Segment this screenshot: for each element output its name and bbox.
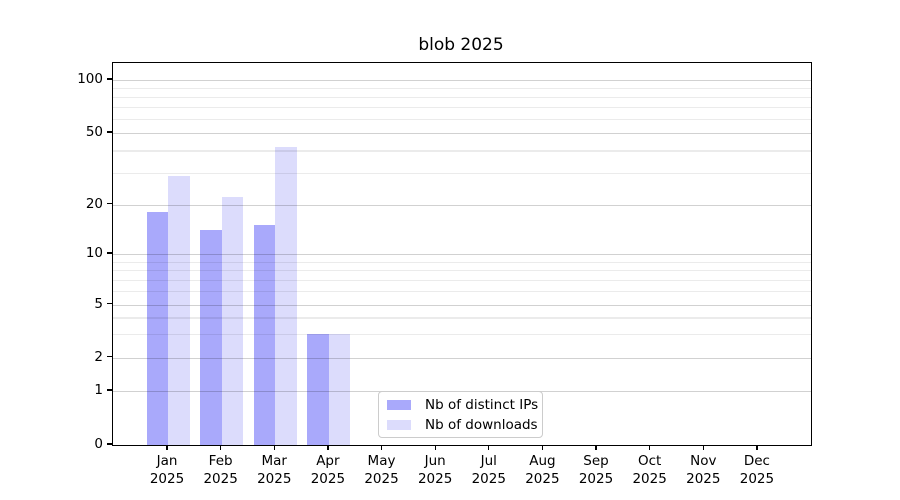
bar-feb-downloads [221,197,244,445]
x-tick-nov [702,445,704,450]
x-tick-month: Sep [583,453,609,469]
y-tick-20 [107,202,112,205]
bar-mar-downloads [275,146,297,445]
x-tick-month: Aug [529,453,556,469]
legend: Nb of distinct IPs Nb of downloads [378,391,543,438]
x-tick-jun [434,445,436,450]
legend-label-distinct-ips: Nb of distinct IPs [425,396,539,413]
y-tick-2 [107,355,112,358]
x-tick-label-oct: Oct 2025 [620,452,680,488]
y-tick-0 [107,443,112,445]
x-tick-label-nov: Nov 2025 [673,452,733,488]
legend-row-distinct-ips: Nb of distinct IPs [379,395,542,415]
x-tick-may [380,445,383,450]
x-tick-year: 2025 [525,471,560,487]
bar-feb-distinct-ips [200,229,222,445]
x-tick-month: Jun [424,453,446,469]
bar-jan-downloads [168,175,190,445]
legend-swatch-distinct-ips [387,399,411,410]
x-tick-month: Feb [208,453,233,469]
gridline-minor-90 [113,88,811,90]
x-tick-month: Apr [316,453,340,469]
x-tick-label-jun: Jun 2025 [405,452,465,488]
x-tick-year: 2025 [310,471,346,487]
y-tick-1 [107,389,112,391]
x-tick-label-feb: Feb 2025 [191,452,251,488]
x-tick-month: May [367,453,396,469]
x-tick-label-mar: Mar 2025 [244,452,304,488]
y-tick-label-0: 0 [94,436,103,452]
y-tick-label-2: 2 [94,348,103,365]
gridline-major-100 [113,80,811,82]
x-tick-year: 2025 [364,471,399,487]
x-tick-label-sep: Sep 2025 [566,452,626,488]
x-tick-label-apr: Apr 2025 [298,452,358,488]
x-tick-label-jan: Jan 2025 [137,452,197,488]
x-tick-dec [756,445,758,450]
y-tick-5 [107,302,112,305]
gridline-major-20 [113,204,811,206]
legend-row-downloads: Nb of downloads [379,415,542,435]
y-tick-10 [107,252,112,254]
x-tick-month: Nov [690,453,717,469]
y-tick-100 [107,78,112,80]
gridline-major-50 [113,133,811,135]
bar-mar-distinct-ips [253,225,276,445]
x-tick-label-dec: Dec 2025 [727,452,787,488]
x-tick-year: 2025 [257,471,292,487]
x-tick-month: Mar [261,453,287,469]
gridline-minor-40 [113,150,811,152]
y-tick-label-50: 50 [85,124,103,140]
x-tick-mar [273,445,275,450]
gridline-minor-70 [113,107,811,109]
bar-jan-distinct-ips [146,212,168,445]
x-tick-label-jul: Jul 2025 [459,452,519,488]
x-tick-year: 2025 [632,471,667,487]
x-tick-oct [649,445,651,450]
chart-title: blob 2025 [418,35,504,55]
bar-apr-distinct-ips [307,334,329,445]
x-tick-year: 2025 [739,471,775,487]
x-tick-year: 2025 [149,471,185,487]
x-tick-sep [595,445,597,450]
x-tick-label-aug: Aug 2025 [512,452,572,488]
legend-swatch-downloads [387,419,411,430]
x-tick-year: 2025 [203,471,238,487]
y-tick-label-100: 100 [77,71,103,87]
y-tick-label-10: 10 [85,245,103,261]
y-tick-label-5: 5 [94,295,103,312]
gridline-minor-30 [113,172,811,175]
legend-label-downloads: Nb of downloads [425,416,538,433]
gridline-minor-80 [113,97,811,99]
x-tick-jul [488,445,490,450]
x-tick-jan [166,445,168,450]
x-tick-label-may: May 2025 [352,452,412,488]
x-tick-year: 2025 [471,471,506,487]
y-tick-label-20: 20 [85,195,103,212]
x-tick-month: Jul [480,453,497,469]
x-tick-feb [220,445,222,450]
gridline-minor-60 [113,119,811,121]
y-tick-50 [107,131,112,133]
x-tick-year: 2025 [578,471,614,487]
x-tick-year: 2025 [417,471,453,487]
x-tick-month: Dec [743,453,770,469]
x-tick-month: Oct [637,453,662,469]
y-tick-label-1: 1 [94,382,103,398]
x-tick-month: Jan [156,453,178,469]
x-tick-year: 2025 [686,471,721,487]
x-tick-aug [541,445,544,450]
plot-area [112,62,812,446]
x-tick-apr [327,445,329,450]
bar-apr-downloads [328,334,351,445]
